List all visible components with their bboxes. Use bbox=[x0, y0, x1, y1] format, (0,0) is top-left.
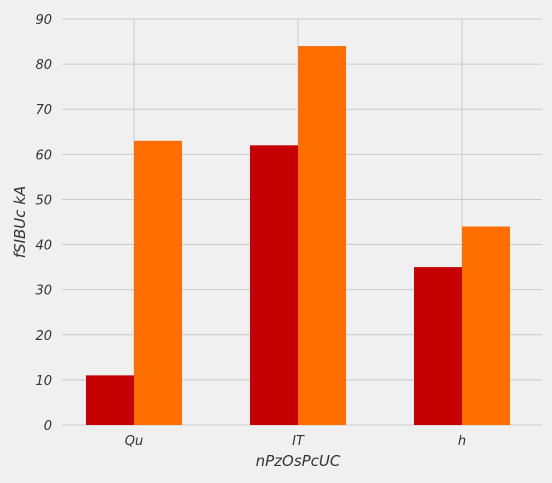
bar-series-1-h bbox=[414, 267, 462, 425]
y-tick-label: 60 bbox=[35, 148, 52, 163]
x-tick-label: IT bbox=[292, 434, 305, 449]
y-axis-label: fSIBUc kA bbox=[11, 186, 29, 258]
y-tick-label: 10 bbox=[35, 374, 52, 389]
y-tick-label: 20 bbox=[35, 329, 52, 344]
x-tick-label: h bbox=[458, 434, 466, 449]
bar-series-2-h bbox=[462, 227, 510, 425]
y-tick-label: 50 bbox=[35, 193, 52, 208]
x-tick-label: Qu bbox=[125, 434, 143, 449]
y-tick-label: 30 bbox=[35, 284, 52, 299]
bar-series-2-IT bbox=[298, 46, 346, 425]
y-tick-label: 40 bbox=[35, 239, 52, 254]
y-tick-label: 90 bbox=[35, 13, 52, 28]
x-axis-label: nPzOsPcUC bbox=[256, 452, 341, 470]
bar-series-2-Qu bbox=[134, 141, 182, 425]
y-tick-label: 0 bbox=[44, 419, 52, 434]
y-tick-label: 70 bbox=[35, 103, 52, 118]
bar-series-1-Qu bbox=[86, 375, 134, 425]
bar-series-1-IT bbox=[250, 145, 298, 425]
y-tick-label: 80 bbox=[35, 58, 52, 73]
